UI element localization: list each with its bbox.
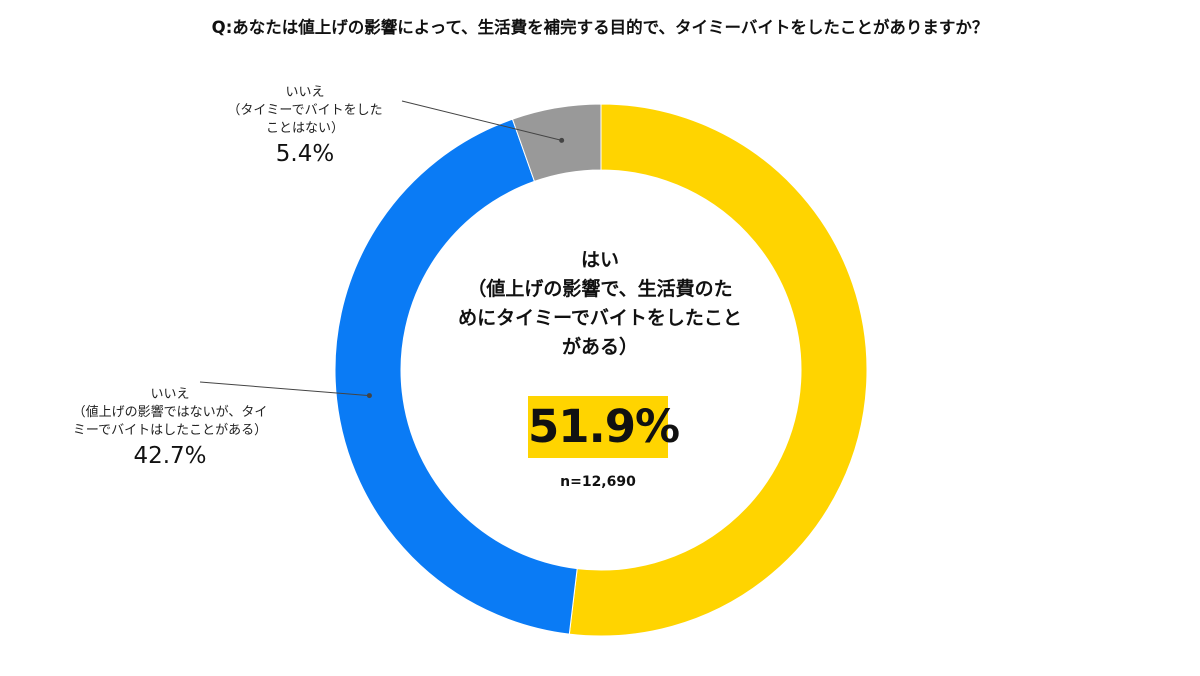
- slice-label-yes: はい （値上げの影響で、生活費のた めにタイミーでバイトをしたこと がある）: [440, 246, 760, 362]
- slice-label-no-never: いいえ （タイミーでバイトをした ことはない） 5.4%: [170, 84, 440, 169]
- slice-label-line: ミーでバイトはしたことがある）: [72, 423, 268, 438]
- slice-label-line: （値上げの影響で、生活費のた: [467, 278, 733, 300]
- chart-title: Q:あなたは値上げの影響によって、生活費を補完する目的で、タイミーバイトをしたこ…: [211, 18, 989, 37]
- slice-label-line: （値上げの影響ではないが、タイ: [72, 405, 268, 420]
- slice-label-line: （タイミーでバイトをした: [227, 103, 383, 118]
- donut-slice-no-did: [334, 118, 578, 635]
- donut-slice-yes: [568, 103, 868, 637]
- leader-line-no-did-dot: [366, 393, 372, 399]
- sample-size-label: n=12,690: [560, 474, 636, 490]
- leader-line-no-did: [199, 381, 370, 397]
- slice-label-line: いいえ: [285, 85, 325, 100]
- leader-line-no-never-dot: [559, 137, 565, 143]
- center-value-label: 51.9%: [528, 400, 680, 453]
- slice-label-line: がある）: [561, 336, 638, 358]
- slice-label-line: いいえ: [150, 387, 190, 402]
- slice-value-label: 42.7%: [133, 443, 207, 469]
- slice-label-line: ことはない）: [265, 121, 344, 136]
- leader-line-no-never: [401, 100, 562, 141]
- center-value-highlight: 51.9%: [528, 396, 680, 458]
- slice-label-line: はい: [580, 249, 619, 271]
- slice-value-label: 5.4%: [275, 141, 335, 167]
- slice-label-no-did: いいえ （値上げの影響ではないが、タイ ミーでバイトはしたことがある） 42.7…: [0, 386, 340, 471]
- slice-label-line: めにタイミーでバイトをしたこと: [458, 307, 742, 329]
- donut-slice-no-never: [511, 103, 602, 183]
